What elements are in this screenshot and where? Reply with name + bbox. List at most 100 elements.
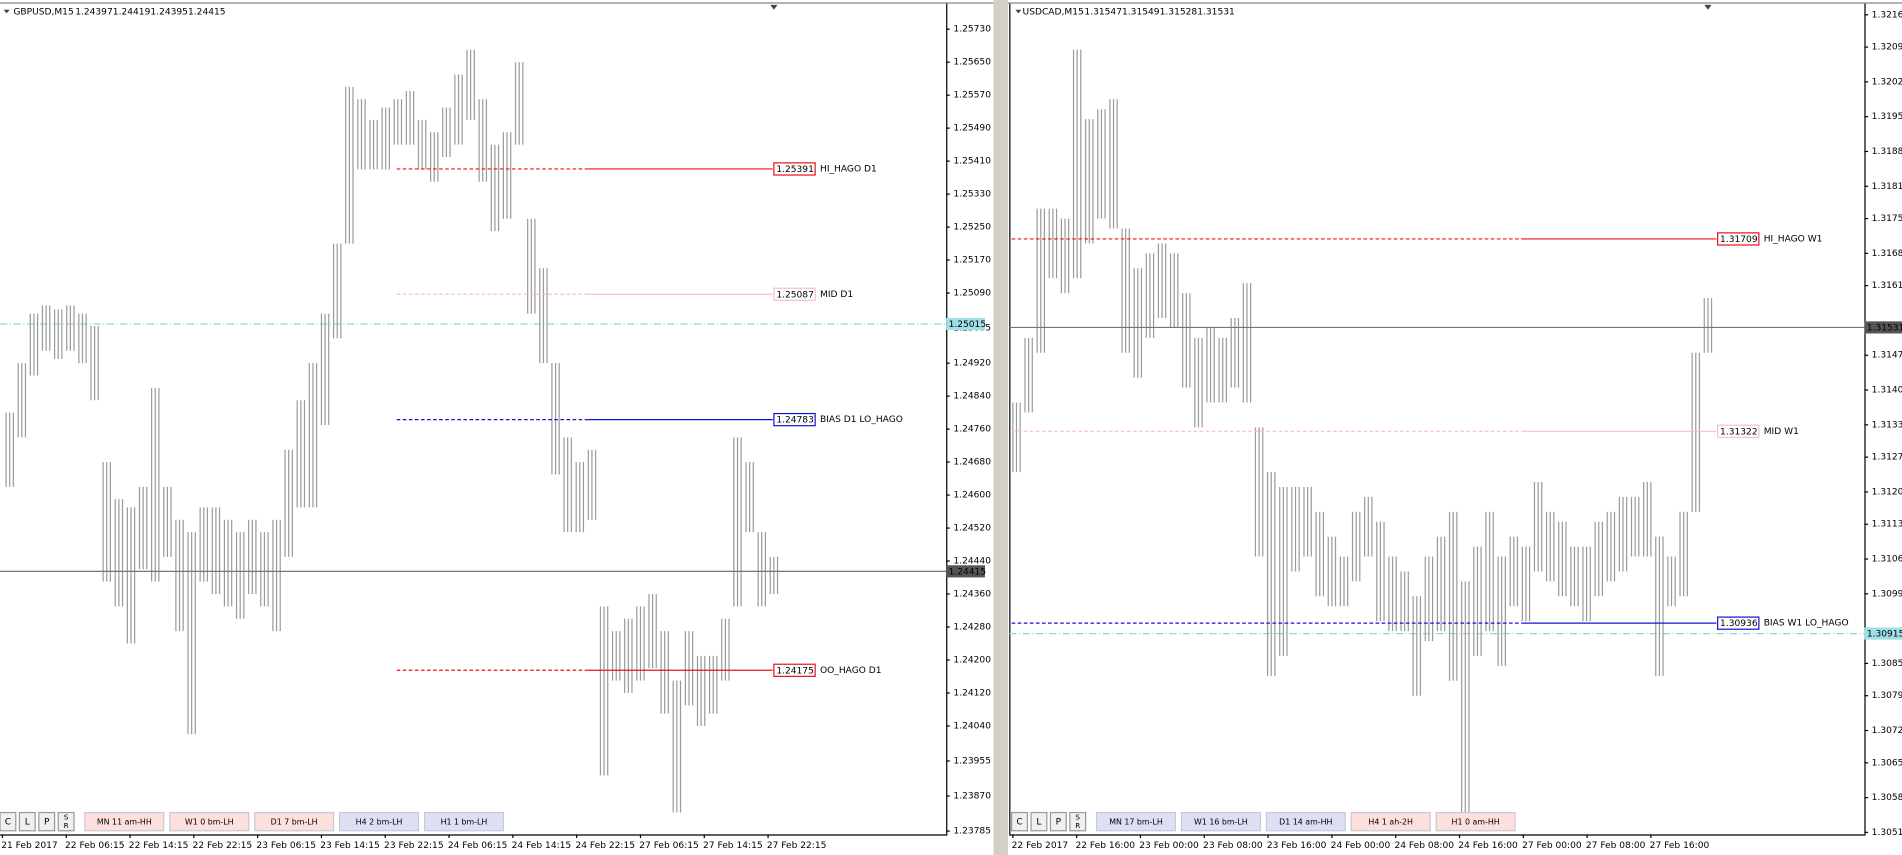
y-tick-label: 1.32095 (1872, 43, 1902, 53)
toggle-button-label[interactable]: L (1036, 818, 1042, 828)
level-label: OO_HAGO D1 (820, 666, 882, 676)
x-tick-label: 22 Feb 2017 (1012, 841, 1069, 851)
timeframe-button-label[interactable]: H4 1 ah-2H (1368, 818, 1413, 827)
toggle-button-label[interactable]: P (1056, 818, 1062, 828)
x-tick-label: 22 Feb 06:15 (65, 841, 125, 851)
y-tick-label: 1.25170 (953, 256, 991, 266)
y-tick-label: 1.30995 (1872, 589, 1902, 599)
timeframe-button[interactable] (254, 811, 335, 832)
quote-value: 1.31549 (1122, 8, 1160, 18)
timeframe-button[interactable] (1265, 811, 1346, 832)
x-tick-label: 27 Feb 08:00 (1586, 841, 1646, 851)
toggle-button-label[interactable]: C (1016, 818, 1022, 828)
level-value: 1.31322 (1720, 427, 1758, 437)
timeframe-button-label[interactable]: H1 0 am-HH (1452, 818, 1500, 827)
y-tick-label: 1.30585 (1872, 793, 1902, 803)
timeframe-button[interactable] (1180, 811, 1261, 832)
timeframe-button-label[interactable]: W1 16 bm-LH (1194, 818, 1248, 827)
sr-button-label[interactable]: S (64, 812, 69, 821)
y-tick-label: 1.32160 (1872, 10, 1902, 20)
x-tick-label: 22 Feb 16:00 (1075, 841, 1135, 851)
toggle-button-label[interactable]: L (25, 818, 31, 828)
current-price-box (946, 565, 985, 578)
ask-label: 1.25015 (949, 320, 987, 330)
level-value: 1.25087 (776, 290, 814, 300)
x-tick-label: 23 Feb 06:15 (256, 841, 316, 851)
sr-button[interactable] (57, 811, 75, 832)
toggle-button[interactable] (1011, 811, 1029, 832)
level-label: BIAS W1 LO_HAGO (1764, 619, 1849, 629)
y-tick-label: 1.31200 (1872, 487, 1902, 497)
timeframe-button[interactable] (1435, 811, 1516, 832)
y-tick-label: 1.23785 (953, 827, 991, 837)
timeframe-button-label[interactable]: W1 0 bm-LH (185, 818, 234, 827)
x-tick-label: 27 Feb 00:00 (1522, 841, 1582, 851)
y-tick-label: 1.30720 (1872, 726, 1902, 736)
y-tick-label: 1.24280 (953, 623, 991, 633)
y-tick-label: 1.25570 (953, 91, 991, 101)
timeframe-button[interactable] (1350, 811, 1431, 832)
timeframe-button-label[interactable]: H1 1 bm-LH (441, 818, 488, 827)
sr-button-label[interactable]: R (1075, 821, 1080, 830)
quote-value: 1.24397 (75, 8, 113, 18)
y-tick-label: 1.31065 (1872, 555, 1902, 565)
x-tick-label: 21 Feb 2017 (1, 841, 58, 851)
y-tick-label: 1.31135 (1872, 520, 1902, 530)
quote-value: 1.24395 (150, 8, 188, 18)
sr-button-label[interactable]: R (64, 821, 69, 830)
x-tick-label: 27 Feb 06:15 (639, 841, 699, 851)
menu-arrow (1015, 9, 1022, 14)
x-tick-label: 24 Feb 22:15 (575, 841, 635, 851)
timeframe-button-label[interactable]: MN 17 bm-LH (1109, 818, 1163, 827)
x-tick-label: 24 Feb 06:15 (448, 841, 508, 851)
level-label: MID D1 (820, 290, 853, 300)
toggle-button[interactable] (0, 811, 17, 832)
level-value: 1.25391 (776, 165, 814, 175)
timeframe-button[interactable] (423, 811, 505, 832)
ask-label: 1.30915 (1867, 630, 1902, 640)
y-tick-label: 1.30790 (1872, 691, 1902, 701)
sr-button[interactable] (1069, 811, 1087, 832)
timeframe-button-label[interactable]: D1 7 bm-LH (271, 818, 318, 827)
quote-value: 1.24419 (113, 8, 151, 18)
toggle-button[interactable] (38, 811, 56, 832)
y-tick-label: 1.31680 (1872, 249, 1902, 259)
y-tick-label: 1.24680 (953, 458, 991, 468)
x-tick-label: 24 Feb 14:15 (512, 841, 572, 851)
sr-button-label[interactable]: S (1075, 812, 1080, 821)
level-value: 1.31709 (1720, 235, 1758, 245)
quote-value: 1.31528 (1160, 8, 1198, 18)
toggle-button-label[interactable]: C (5, 818, 11, 828)
y-tick-label: 1.24760 (953, 425, 991, 435)
y-tick-label: 1.24120 (953, 688, 991, 698)
y-tick-label: 1.30515 (1872, 828, 1902, 838)
level-box (773, 412, 816, 427)
level-value: 1.30936 (1720, 619, 1758, 629)
timeframe-button[interactable] (84, 811, 165, 832)
toggle-button[interactable] (1049, 811, 1067, 832)
toggle-button[interactable] (1030, 811, 1048, 832)
timeframe-button-label[interactable]: D1 14 am-HH (1279, 818, 1332, 827)
timeframe-button[interactable] (1095, 811, 1177, 832)
panel-left (0, 0, 994, 855)
level-box (773, 663, 816, 677)
x-tick-label: 23 Feb 16:00 (1267, 841, 1327, 851)
y-tick-label: 1.25330 (953, 190, 991, 200)
timeframe-button-label[interactable]: H4 2 bm-LH (356, 818, 403, 827)
timeframe-button-label[interactable]: MN 11 am-HH (97, 818, 152, 827)
y-tick-label: 1.24920 (953, 359, 991, 369)
timeframe-button[interactable] (169, 811, 250, 832)
y-tick-label: 1.25730 (953, 25, 991, 35)
y-tick-label: 1.25410 (953, 157, 991, 167)
chart-title: GBPUSD,M15 (13, 8, 73, 18)
y-tick-label: 1.30655 (1872, 758, 1902, 768)
x-tick-label: 27 Feb 16:00 (1650, 841, 1710, 851)
timeframe-button[interactable] (339, 811, 420, 832)
toggle-button-label[interactable]: P (44, 818, 50, 828)
toggle-button[interactable] (18, 811, 36, 832)
level-label: MID W1 (1764, 427, 1799, 437)
x-tick-label: 27 Feb 14:15 (703, 841, 763, 851)
y-tick-label: 1.23955 (953, 756, 991, 766)
